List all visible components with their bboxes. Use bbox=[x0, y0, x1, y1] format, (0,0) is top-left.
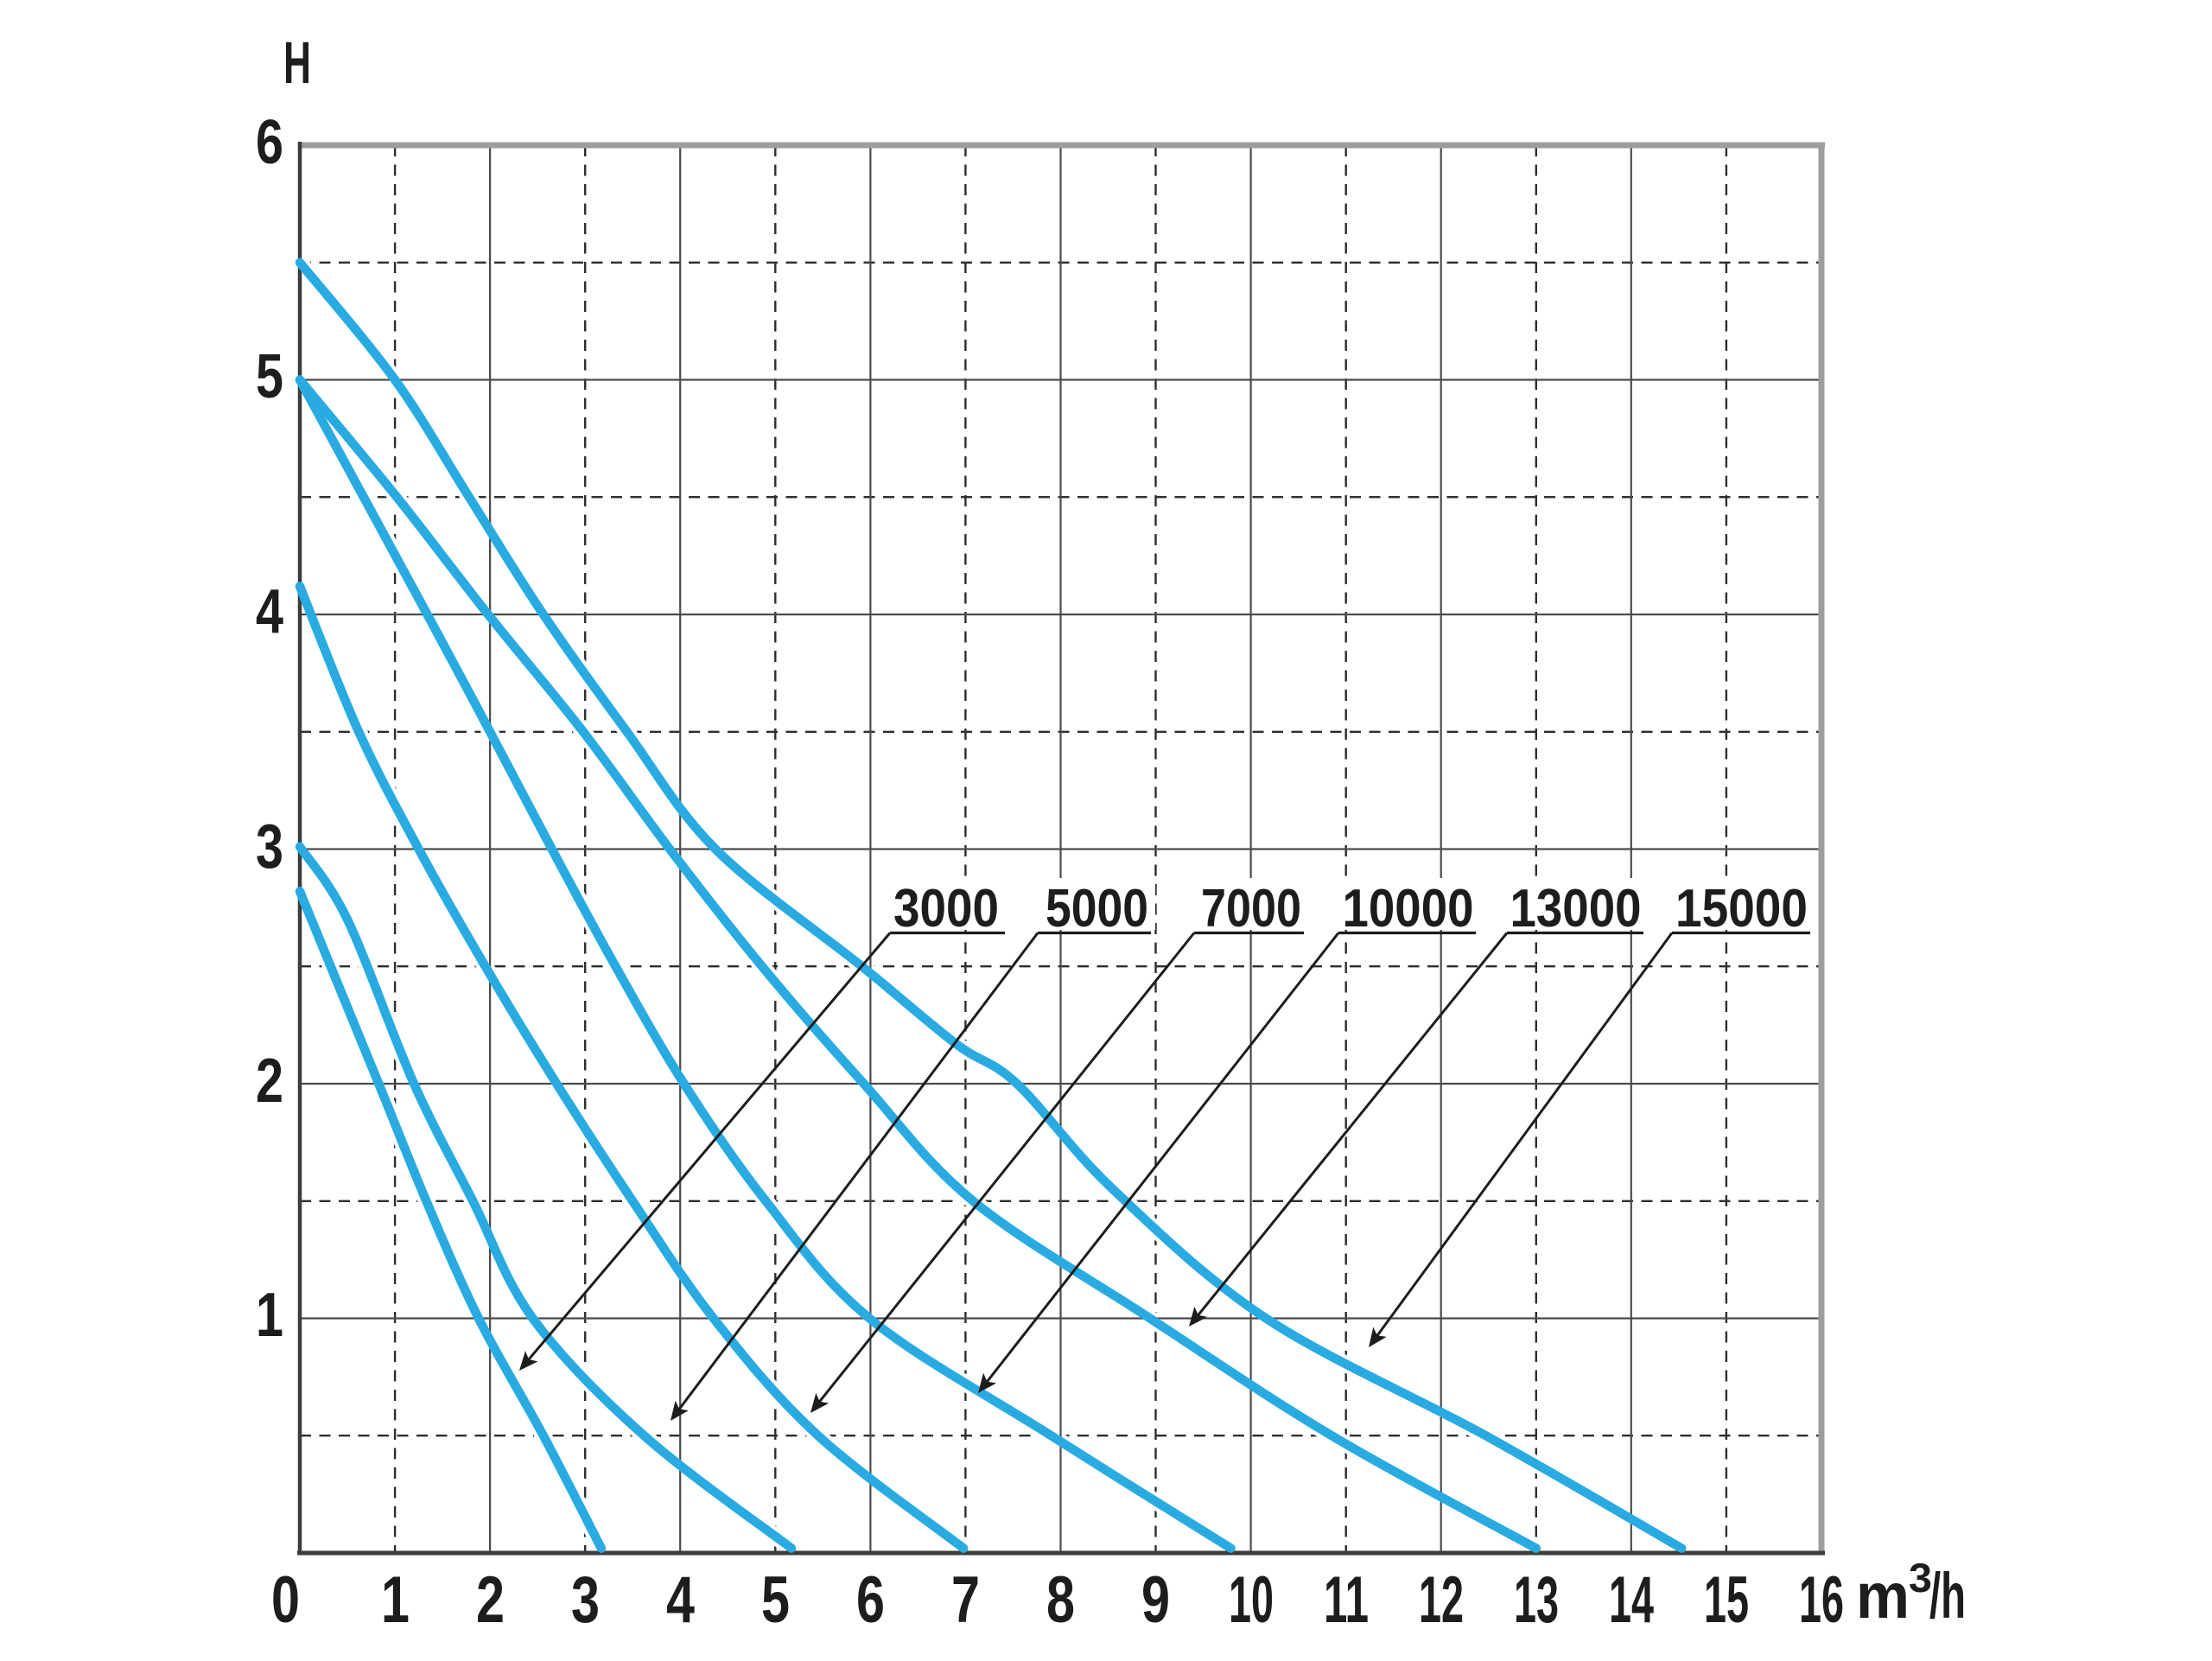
svg-text:5000: 5000 bbox=[1046, 879, 1148, 939]
svg-text:2: 2 bbox=[256, 1047, 283, 1116]
svg-text:10000: 10000 bbox=[1343, 879, 1474, 939]
svg-text:3: 3 bbox=[256, 812, 283, 881]
svg-text:H: H bbox=[283, 29, 311, 96]
svg-text:16: 16 bbox=[1799, 1563, 1844, 1637]
svg-text:9: 9 bbox=[1141, 1563, 1170, 1637]
svg-text:4: 4 bbox=[666, 1563, 695, 1637]
svg-text:5: 5 bbox=[256, 342, 283, 411]
svg-text:3000: 3000 bbox=[893, 879, 999, 939]
svg-text:6: 6 bbox=[256, 108, 283, 177]
svg-text:15000: 15000 bbox=[1675, 879, 1808, 939]
svg-text:15: 15 bbox=[1704, 1563, 1749, 1637]
svg-text:2: 2 bbox=[476, 1563, 505, 1637]
svg-text:3: 3 bbox=[1909, 1555, 1932, 1601]
svg-text:12: 12 bbox=[1419, 1563, 1464, 1637]
svg-text:6: 6 bbox=[856, 1563, 885, 1637]
svg-text:11: 11 bbox=[1324, 1563, 1369, 1637]
svg-text:3: 3 bbox=[571, 1563, 600, 1637]
svg-text:7: 7 bbox=[951, 1563, 980, 1637]
svg-text:14: 14 bbox=[1609, 1563, 1654, 1637]
svg-text:13: 13 bbox=[1514, 1563, 1559, 1637]
svg-text:7000: 7000 bbox=[1201, 879, 1301, 939]
svg-text:m: m bbox=[1856, 1560, 1910, 1632]
svg-text:1: 1 bbox=[381, 1563, 410, 1637]
svg-text:0: 0 bbox=[271, 1563, 300, 1637]
svg-text:4: 4 bbox=[256, 577, 283, 646]
svg-text:8: 8 bbox=[1046, 1563, 1075, 1637]
svg-text:13000: 13000 bbox=[1510, 879, 1642, 939]
svg-text:1: 1 bbox=[256, 1281, 283, 1350]
svg-text:10: 10 bbox=[1229, 1563, 1274, 1637]
svg-text:5: 5 bbox=[761, 1563, 790, 1637]
svg-text:/h: /h bbox=[1929, 1560, 1966, 1632]
